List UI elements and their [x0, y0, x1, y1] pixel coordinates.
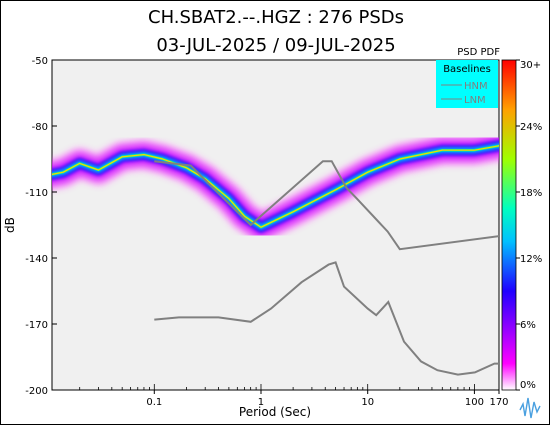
x-tick-label: 10 [361, 397, 374, 408]
x-tick-label: 100 [465, 397, 484, 408]
x-axis-label: Period (Sec) [239, 405, 311, 419]
baselines-legend: Baselines HNM LNM [436, 60, 498, 108]
chart-title: CH.SBAT2.--.HGZ : 276 PSDs [148, 7, 404, 28]
y-tick-label: -50 [32, 56, 48, 67]
colorbar-tick-label: 24% [520, 122, 542, 133]
x-tick-label: 0.1 [146, 397, 162, 408]
legend-title: Baselines [443, 64, 491, 75]
y-tick-label: -200 [25, 386, 48, 397]
colorbar-tick-label: 6% [520, 320, 536, 331]
psd-pdf-density [52, 130, 499, 243]
legend-box [436, 60, 498, 108]
y-tick-label: -110 [25, 188, 48, 199]
pdf-band [52, 145, 499, 228]
lnm-line [154, 261, 499, 376]
y-tick-label: -80 [32, 122, 48, 133]
waveform-logo-icon [519, 397, 541, 419]
x-tick-label: 170 [489, 397, 508, 408]
colorbar-tick-label: 0% [520, 380, 536, 391]
y-tick-label: -140 [25, 254, 48, 265]
x-tick-label: 1 [258, 397, 264, 408]
hnm-line [154, 160, 499, 251]
colorbar-tick-label: 18% [520, 188, 542, 199]
colorbar-tick-label: 12% [520, 254, 542, 265]
chart-subtitle: 03-JUL-2025 / 09-JUL-2025 [156, 35, 396, 56]
colorbar-title: PSD PDF [457, 47, 500, 58]
y-tick-label: -170 [25, 320, 48, 331]
legend-hnm-label: HNM [464, 81, 488, 92]
legend-lnm-label: LNM [464, 95, 486, 106]
pdf-colorbar [501, 59, 517, 391]
y-axis-label: dB [3, 217, 17, 233]
colorbar-tick-label: 30+ [520, 60, 541, 71]
